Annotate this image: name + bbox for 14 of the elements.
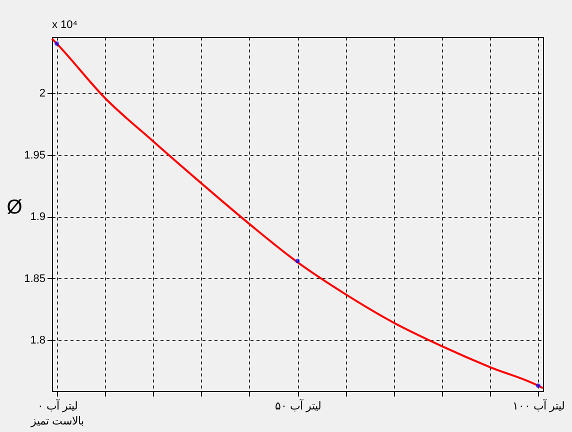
x-tick-label: ۱۰۰ لیتر آب <box>512 400 565 412</box>
y-tick-label: 1.95 <box>24 149 46 162</box>
x-tick-label: ۰ لیتر آب بالاست تمیز <box>30 400 84 428</box>
point <box>295 258 300 264</box>
x-tick-label: ۵۰ لیتر آب <box>274 400 322 412</box>
point <box>536 383 540 388</box>
y-axis-title: Ø <box>6 196 22 218</box>
y-tick-label: 1.9 <box>30 211 46 224</box>
line-series <box>51 38 544 390</box>
point <box>54 41 60 46</box>
y-tick-label: 1.85 <box>24 272 46 285</box>
y-tick-label: 1.8 <box>30 334 46 347</box>
text: x 10⁴ <box>52 19 78 31</box>
y-tick-label: 2 <box>39 88 46 100</box>
